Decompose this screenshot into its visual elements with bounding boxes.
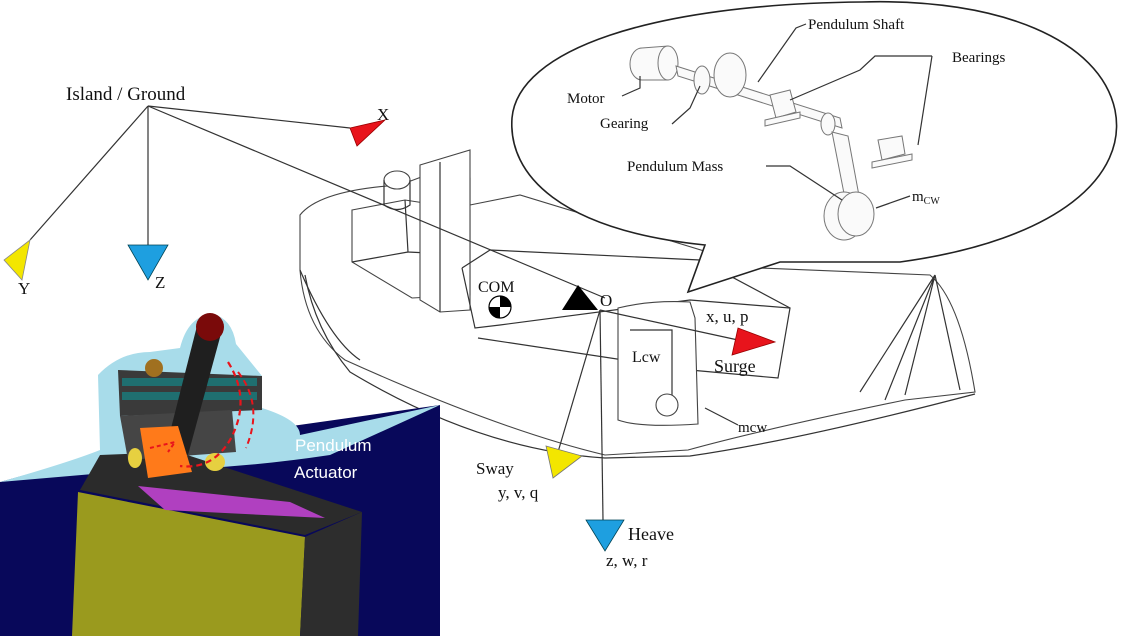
pendulum-mechanism xyxy=(629,45,913,241)
bearings-label: Bearings xyxy=(952,50,1005,66)
pendulum-mass-label: Pendulum Mass xyxy=(627,159,723,175)
surge-vars-label: x, u, p xyxy=(706,307,749,326)
origin-label: O xyxy=(600,291,612,310)
body-frame xyxy=(557,309,739,521)
com-label: COM xyxy=(478,279,514,296)
heave-arrow-icon xyxy=(585,519,625,552)
ground-z-arrow-icon xyxy=(127,244,169,281)
surge-arrow-icon xyxy=(731,327,777,356)
motor-label: Motor xyxy=(567,91,605,107)
com-target-icon xyxy=(488,295,512,319)
callout-leaders xyxy=(621,23,933,209)
ground-y-arrow-icon xyxy=(3,239,31,281)
pendulum-shaft-label: Pendulum Shaft xyxy=(808,17,905,33)
sway-label: Sway xyxy=(476,459,514,478)
ground-label: Island / Ground xyxy=(66,84,186,105)
surge-label: Surge xyxy=(714,356,756,376)
actuator-label-line1: Pendulum xyxy=(295,436,372,455)
actuator-render xyxy=(0,313,440,636)
actuator-label-line2: Actuator xyxy=(294,463,358,482)
ground-y-label: Y xyxy=(18,279,30,298)
mcw-label: mCW xyxy=(912,189,940,207)
ground-frame: Island / Ground X Y Z xyxy=(18,84,606,299)
sway-arrow-icon xyxy=(545,445,583,479)
heave-vars-label: z, w, r xyxy=(606,551,648,570)
heave-label: Heave xyxy=(628,524,674,544)
sway-vars-label: y, v, q xyxy=(498,483,539,502)
ground-z-label: Z xyxy=(155,273,165,292)
lcw-label: Lcw xyxy=(632,349,661,366)
origin-marker-icon xyxy=(562,285,598,310)
gearing-label: Gearing xyxy=(600,116,649,132)
ground-x-label: X xyxy=(377,105,389,124)
mcw-body-label: mcw xyxy=(738,420,767,436)
ground-x-arrow-icon xyxy=(349,119,387,147)
